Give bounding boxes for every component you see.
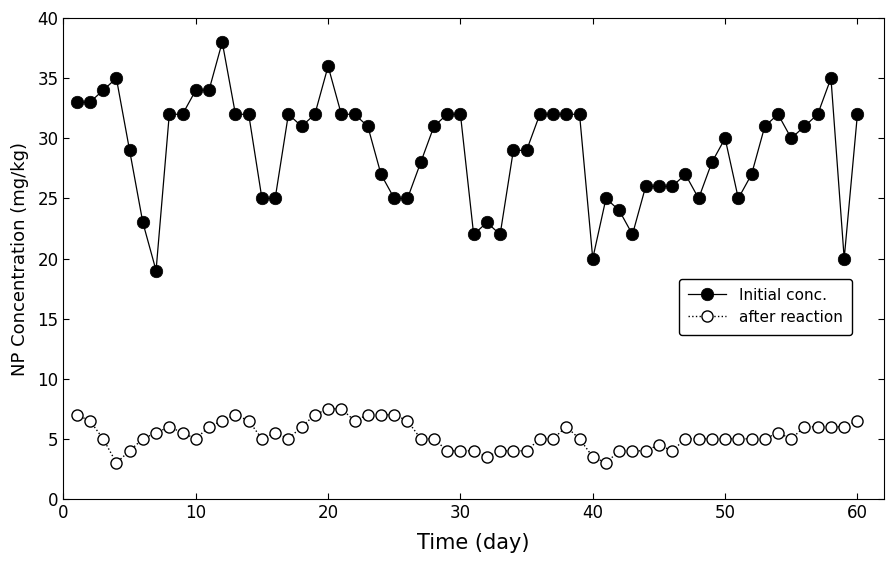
Initial conc. bbox=[851, 111, 862, 118]
Initial conc. bbox=[72, 99, 82, 105]
after reaction bbox=[349, 417, 359, 424]
after reaction bbox=[309, 411, 320, 418]
Initial conc. bbox=[230, 111, 240, 118]
after reaction bbox=[851, 417, 862, 424]
Initial conc. bbox=[150, 267, 161, 274]
X-axis label: Time (day): Time (day) bbox=[417, 533, 529, 553]
after reaction bbox=[323, 406, 333, 412]
after reaction bbox=[362, 411, 373, 418]
Initial conc. bbox=[362, 123, 373, 130]
after reaction bbox=[216, 417, 227, 424]
Line: after reaction: after reaction bbox=[71, 403, 862, 469]
Y-axis label: NP Concentration (mg/kg): NP Concentration (mg/kg) bbox=[11, 142, 30, 376]
Initial conc. bbox=[216, 39, 227, 46]
Legend: Initial conc., after reaction: Initial conc., after reaction bbox=[679, 279, 851, 334]
Initial conc. bbox=[323, 63, 333, 69]
Line: Initial conc.: Initial conc. bbox=[71, 36, 863, 277]
after reaction bbox=[586, 453, 597, 460]
Initial conc. bbox=[296, 123, 307, 130]
after reaction bbox=[111, 460, 122, 466]
after reaction bbox=[283, 435, 293, 442]
after reaction bbox=[72, 411, 82, 418]
Initial conc. bbox=[586, 255, 597, 262]
Initial conc. bbox=[349, 111, 359, 118]
